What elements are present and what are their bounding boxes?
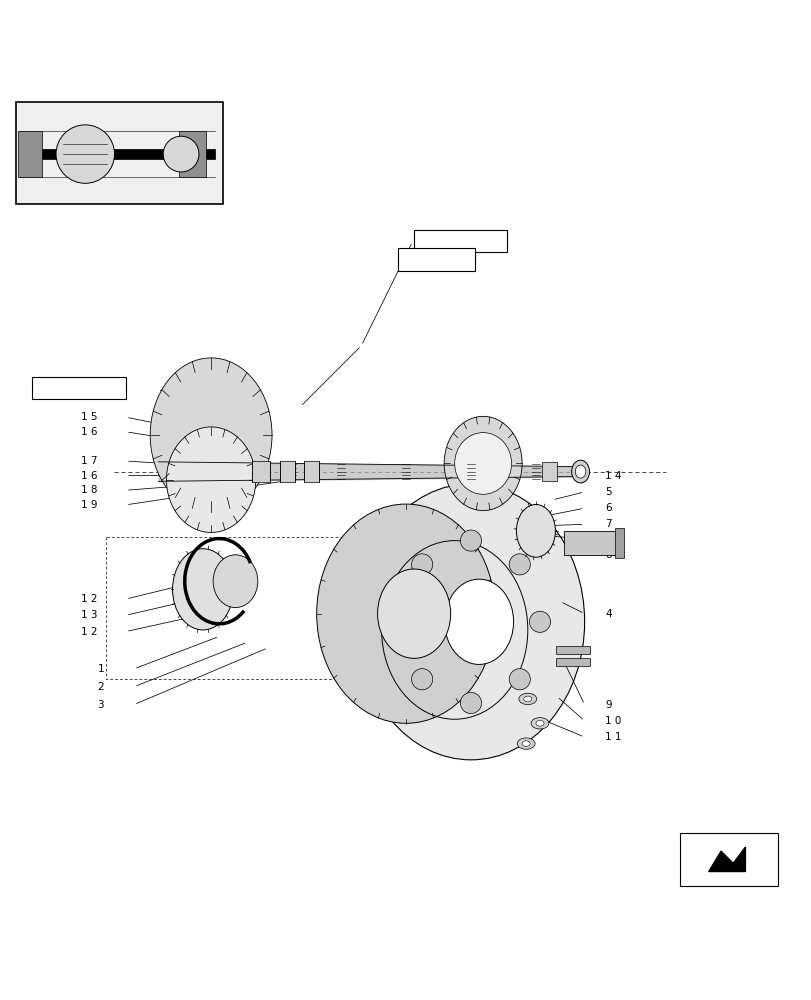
Text: 1: 1 — [97, 664, 104, 674]
Bar — [556, 646, 590, 654]
Circle shape — [529, 611, 550, 632]
Ellipse shape — [150, 358, 272, 512]
Text: 1 4: 1 4 — [604, 471, 620, 481]
Bar — [18, 131, 42, 177]
Text: 1 8: 1 8 — [81, 485, 97, 495]
Text: 1 5: 1 5 — [81, 412, 97, 422]
Circle shape — [508, 669, 530, 690]
Ellipse shape — [516, 504, 555, 557]
Text: 1 7: 1 7 — [81, 456, 97, 466]
Ellipse shape — [212, 555, 258, 608]
Text: 1 3: 1 3 — [81, 610, 97, 620]
Ellipse shape — [377, 569, 450, 658]
Circle shape — [163, 136, 199, 172]
Text: 1 2: 1 2 — [81, 627, 97, 637]
Ellipse shape — [172, 549, 234, 630]
Bar — [680, 833, 777, 886]
Circle shape — [56, 125, 114, 183]
Ellipse shape — [444, 579, 513, 664]
Bar — [614, 528, 624, 558]
Bar — [556, 658, 590, 666]
Bar — [304, 461, 319, 482]
Ellipse shape — [571, 460, 589, 483]
Bar — [251, 461, 269, 482]
Ellipse shape — [518, 693, 536, 705]
Text: 1 9: 1 9 — [81, 500, 97, 510]
Circle shape — [460, 530, 481, 551]
Circle shape — [411, 554, 432, 575]
Ellipse shape — [574, 465, 585, 478]
Text: 5: 5 — [604, 534, 611, 544]
Ellipse shape — [521, 741, 530, 746]
Text: 1 0: 1 0 — [604, 716, 620, 726]
Ellipse shape — [535, 720, 543, 726]
Text: 5: 5 — [604, 487, 611, 497]
Text: 4: 4 — [604, 609, 611, 619]
Circle shape — [508, 554, 530, 575]
Bar — [564, 531, 616, 555]
Ellipse shape — [316, 504, 495, 723]
Ellipse shape — [517, 738, 534, 749]
Text: 9: 9 — [604, 700, 611, 710]
Polygon shape — [708, 847, 744, 871]
Text: 3: 3 — [97, 700, 104, 710]
Circle shape — [391, 611, 412, 632]
Circle shape — [460, 692, 481, 714]
Text: 8: 8 — [604, 550, 611, 560]
Bar — [32, 377, 126, 399]
Text: 1 1: 1 1 — [604, 732, 620, 742]
Bar — [414, 230, 507, 252]
Bar — [280, 461, 294, 482]
Text: 2: 2 — [97, 682, 104, 692]
Bar — [397, 248, 474, 271]
Ellipse shape — [454, 433, 511, 494]
Text: 7: 7 — [604, 519, 611, 529]
Text: 1 6: 1 6 — [81, 471, 97, 481]
Text: 6: 6 — [604, 503, 611, 513]
Bar — [20, 149, 215, 159]
Ellipse shape — [166, 427, 255, 532]
Ellipse shape — [530, 718, 548, 729]
Text: 1.40.0/05: 1.40.0/05 — [433, 236, 487, 246]
Text: 1 6: 1 6 — [81, 427, 97, 437]
Circle shape — [411, 669, 432, 690]
Bar — [178, 131, 206, 177]
Text: 1 2: 1 2 — [81, 594, 97, 604]
Ellipse shape — [357, 484, 584, 760]
Bar — [16, 102, 223, 204]
Ellipse shape — [523, 696, 531, 702]
Ellipse shape — [444, 416, 521, 511]
Text: PAG.3: PAG.3 — [419, 255, 452, 265]
Text: 1.40.0/01: 1.40.0/01 — [52, 383, 105, 393]
Bar — [542, 462, 556, 481]
